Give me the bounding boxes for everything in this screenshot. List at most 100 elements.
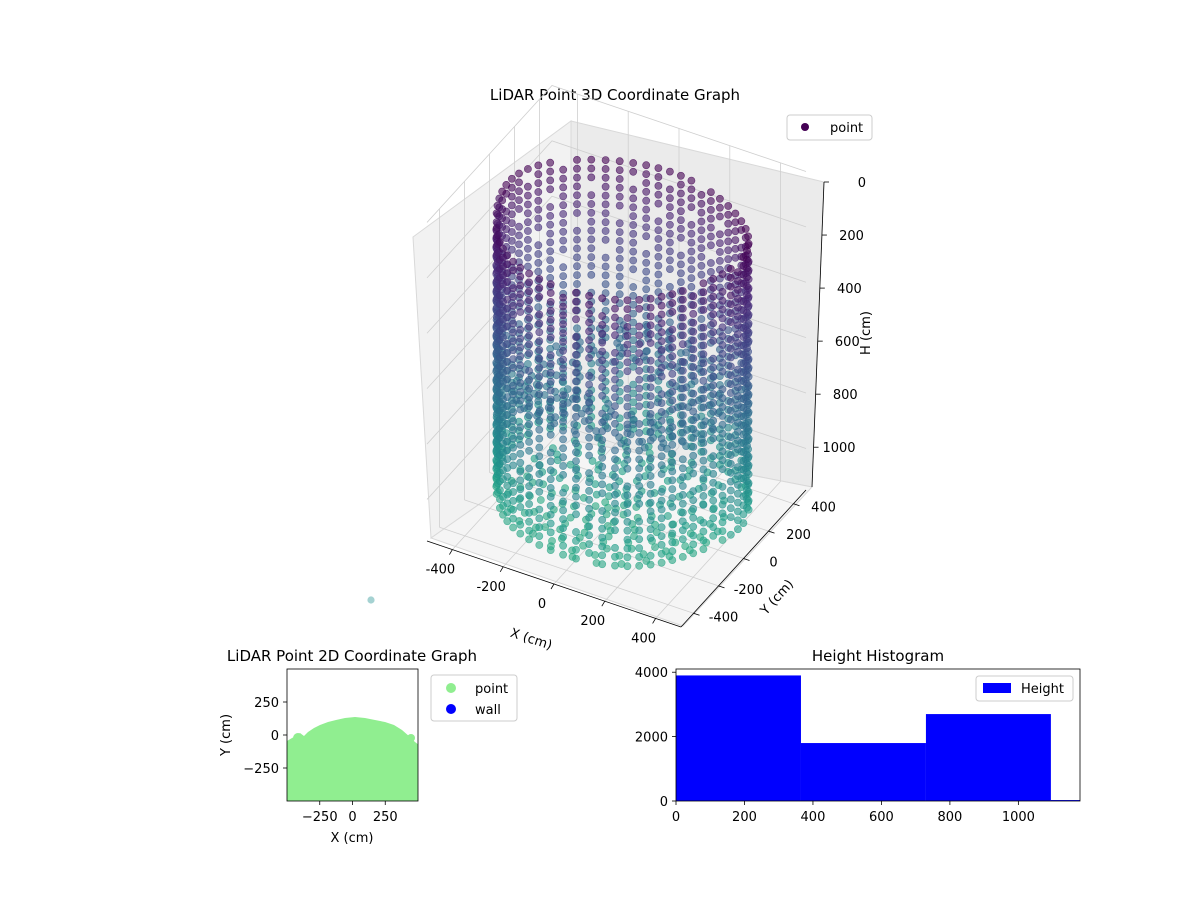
cloud-point <box>646 534 655 542</box>
cloud-point <box>689 301 698 309</box>
cloud-point <box>726 318 735 326</box>
cloud-point <box>495 486 504 495</box>
cloud-point <box>493 231 502 239</box>
cloud-point <box>611 473 619 481</box>
cloud-point <box>726 264 735 273</box>
cloud-point <box>718 287 727 296</box>
cloud-point <box>678 340 687 349</box>
cloud-point <box>654 226 663 235</box>
cloud-point <box>546 386 555 395</box>
cloud-point <box>572 457 580 465</box>
cloud-point <box>699 376 708 385</box>
cloud-point <box>525 296 533 304</box>
cloud-point <box>709 292 718 301</box>
cloud-point <box>718 305 727 314</box>
cloud-point <box>572 333 580 341</box>
cloud-point <box>734 463 742 471</box>
cloud-point <box>666 229 674 238</box>
cloud-point <box>516 405 525 414</box>
cloud-point <box>572 368 580 377</box>
cloud-point <box>689 504 698 513</box>
cloud-point <box>666 194 674 203</box>
cloud-point <box>709 381 718 390</box>
cloud-point <box>572 554 580 563</box>
cloud-point <box>546 229 555 238</box>
cloud-point <box>678 464 687 473</box>
cloud-point <box>699 465 708 474</box>
cloud-point <box>503 375 512 384</box>
cloud-point <box>509 488 517 496</box>
cloud-point <box>546 528 555 537</box>
cloud-point <box>682 348 690 357</box>
cloud-point <box>623 438 632 446</box>
cloud-point <box>572 386 580 395</box>
cloud-point <box>573 280 581 288</box>
cloud-point <box>611 428 619 437</box>
cloud-point <box>585 318 593 327</box>
cloud-point <box>623 562 632 571</box>
cloud-point <box>678 402 687 411</box>
cloud-point <box>697 190 706 199</box>
cloud-point <box>623 429 632 438</box>
cloud-point <box>598 542 607 551</box>
chart-2d-title: LiDAR Point 2D Coordinate Graph <box>227 647 477 665</box>
cloud-point <box>516 370 525 378</box>
cloud-point <box>585 549 593 557</box>
cloud-point <box>507 201 516 210</box>
cloud-point <box>495 194 504 203</box>
cloud-point <box>509 408 517 417</box>
cloud-point <box>666 256 674 265</box>
cloud-point <box>629 256 638 265</box>
cloud-point <box>726 380 735 388</box>
cloud-point <box>744 232 752 241</box>
cloud-point <box>585 504 593 513</box>
cloud-point <box>546 359 555 368</box>
cloud-point <box>525 331 533 340</box>
cloud-point <box>566 460 575 469</box>
y-tick-label: 400 <box>811 501 836 516</box>
cloud-point <box>611 481 619 490</box>
cloud-point <box>689 513 698 522</box>
cloud-point <box>546 158 555 167</box>
cloud-point <box>697 199 706 208</box>
cloud-point <box>689 292 698 301</box>
cloud-point <box>699 456 708 465</box>
cloud-point <box>668 405 677 414</box>
cloud-point <box>657 443 666 452</box>
cloud-point <box>559 391 567 399</box>
cloud-point <box>535 541 544 549</box>
cloud-point <box>535 328 544 337</box>
cloud-point <box>559 355 567 364</box>
cloud-point <box>516 503 525 511</box>
cloud-point <box>623 367 632 376</box>
cloud-point <box>546 306 555 315</box>
cloud-point <box>598 551 607 560</box>
cloud-point <box>724 228 733 237</box>
cloud-point <box>654 252 663 261</box>
cloud-point <box>503 277 512 286</box>
cloud-point <box>572 501 580 510</box>
cloud-point <box>666 167 674 176</box>
cloud-point <box>718 349 727 358</box>
cloud-point <box>687 238 696 247</box>
cloud-point <box>598 329 607 338</box>
cloud-point <box>734 392 742 401</box>
cloud-point <box>559 174 568 183</box>
cloud-point <box>601 262 610 271</box>
cloud-point <box>678 419 687 428</box>
cloud-point <box>629 362 638 371</box>
cloud-point <box>668 440 677 449</box>
chart-3d-title: LiDAR Point 3D Coordinate Graph <box>490 86 740 104</box>
cloud-point <box>743 291 751 299</box>
cloud-point <box>585 407 593 415</box>
cloud-point <box>572 288 580 297</box>
chart-histogram: Height Histogram 0 200 400 600 800 1000 0 2000 4… <box>635 647 1081 825</box>
cloud-point <box>707 267 715 276</box>
cloud-point <box>689 540 698 549</box>
cloud-point <box>657 470 666 478</box>
cloud-point <box>734 436 742 445</box>
cloud-point <box>509 399 517 408</box>
cloud-point <box>646 480 655 489</box>
cloud-point <box>699 483 708 492</box>
cloud-point <box>726 504 735 513</box>
